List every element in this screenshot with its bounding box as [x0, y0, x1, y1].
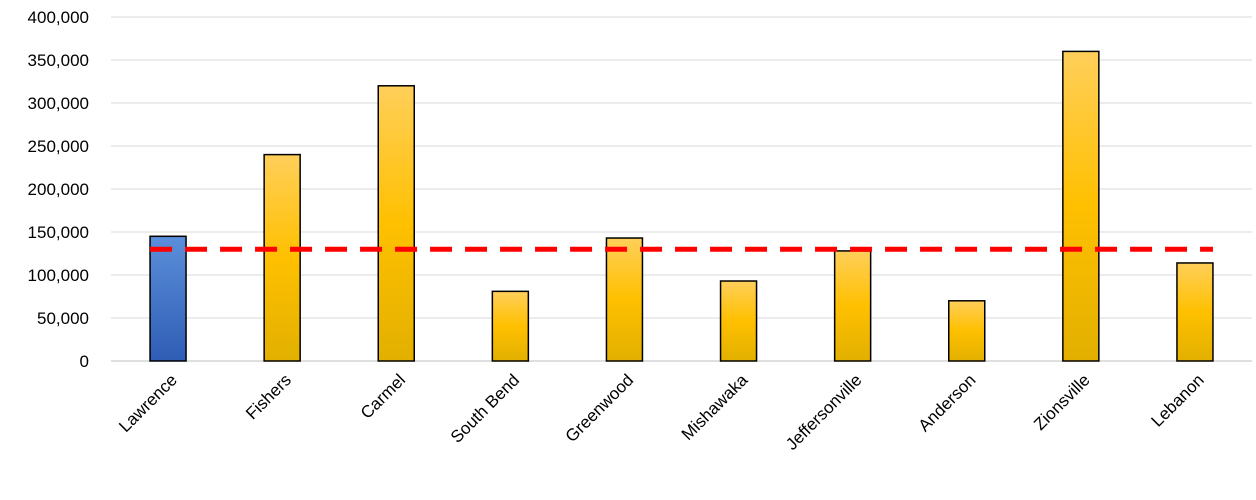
- y-tick-label: 300,000: [28, 94, 89, 113]
- category-label: Fishers: [242, 370, 295, 423]
- bar-zionsville: [1062, 50, 1100, 362]
- bar-greenwood: [605, 237, 644, 362]
- y-tick-label: 250,000: [28, 137, 89, 156]
- bar-mishawaka: [719, 280, 758, 362]
- y-tick-label: 0: [80, 352, 89, 371]
- category-label: Lawrence: [115, 370, 181, 436]
- bars: [149, 50, 1214, 362]
- bar-anderson: [948, 300, 986, 362]
- y-tick-label: 350,000: [28, 51, 89, 70]
- x-axis-labels: Lawrence Fishers Carmel South Bend Greenwood…: [115, 370, 1207, 454]
- y-tick-label: 50,000: [37, 309, 89, 328]
- bar-lebanon: [1176, 262, 1214, 362]
- y-tick-label: 200,000: [28, 180, 89, 199]
- y-axis-ticks: 0 50,000 100,000 150,000 200,000 250,000 300,0…: [28, 8, 89, 371]
- bar-lawrence: [149, 235, 187, 362]
- category-label: Jeffersonville: [782, 370, 865, 453]
- category-label: South Bend: [447, 370, 523, 446]
- category-label: Lebanon: [1148, 370, 1208, 430]
- bar-fishers: [263, 153, 301, 362]
- y-tick-label: 400,000: [28, 8, 89, 27]
- category-label: Zionsville: [1030, 370, 1094, 434]
- bar-carmel: [377, 85, 415, 362]
- category-label: Anderson: [915, 370, 980, 435]
- category-label: Greenwood: [562, 370, 638, 446]
- y-tick-label: 100,000: [28, 266, 89, 285]
- y-tick-label: 150,000: [28, 223, 89, 242]
- category-label: Mishawaka: [678, 370, 752, 444]
- category-label: Carmel: [357, 370, 409, 422]
- bar-south-bend: [491, 290, 530, 362]
- bar-jeffersonville: [833, 250, 872, 362]
- gridlines: [111, 16, 1252, 362]
